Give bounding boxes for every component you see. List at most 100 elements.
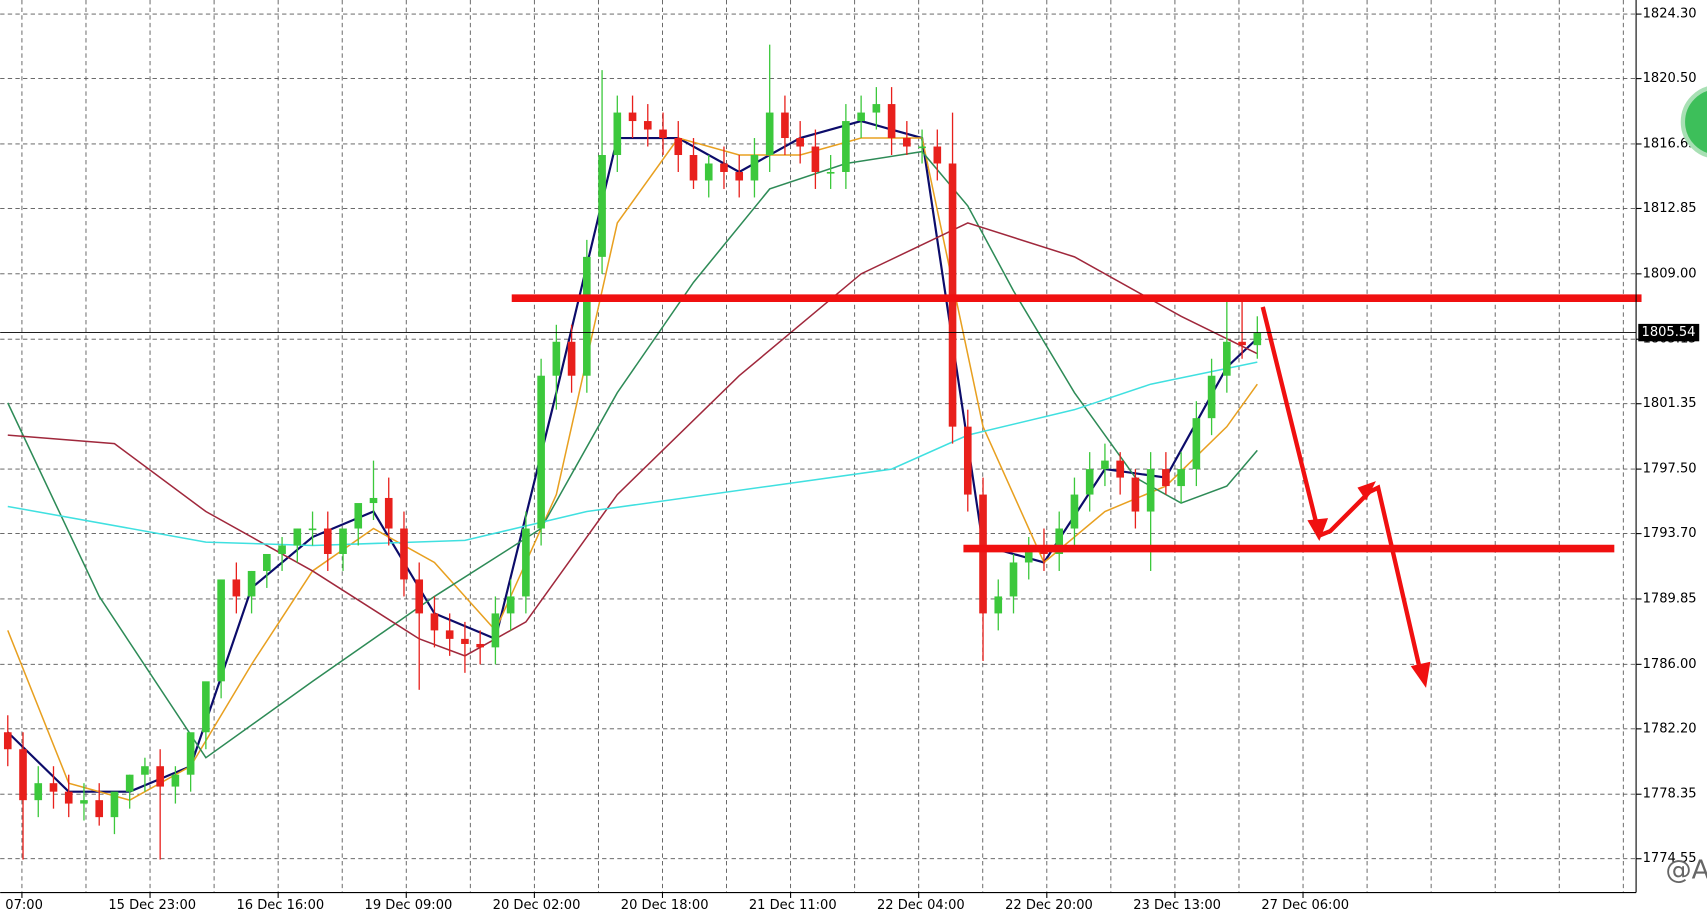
candle-body xyxy=(64,791,73,804)
candle-body xyxy=(811,146,820,172)
candle-body xyxy=(1024,545,1033,563)
candle-body xyxy=(796,138,804,147)
candle-body xyxy=(1177,469,1185,487)
candle-body xyxy=(1131,477,1140,512)
candle-body xyxy=(933,146,942,164)
candle-body xyxy=(232,579,241,597)
y-tick-label: 1786.00 xyxy=(1643,657,1697,672)
x-tick-label: 19 Dec 09:00 xyxy=(365,898,453,913)
candle-body xyxy=(598,155,606,257)
y-tick-label: 1812.85 xyxy=(1643,201,1697,216)
arrow-head xyxy=(1357,481,1376,501)
moving-average xyxy=(7,222,1258,657)
candle-body xyxy=(125,774,134,792)
candle-body xyxy=(202,681,210,733)
candle-body xyxy=(583,256,591,376)
candle-body xyxy=(34,783,43,801)
candle-body xyxy=(445,630,454,639)
candle-body xyxy=(750,155,759,181)
forecast-arrow xyxy=(1260,306,1424,678)
candle-body xyxy=(1070,494,1079,529)
last-price-box xyxy=(1638,323,1700,342)
candle-body xyxy=(1101,460,1109,470)
candle-body xyxy=(918,146,926,149)
candle-body xyxy=(49,783,58,792)
y-tick-label: 1824.30 xyxy=(1643,7,1697,22)
x-tick-label: 16 Dec 16:00 xyxy=(236,898,324,913)
candle-body xyxy=(963,426,972,495)
candle-body xyxy=(1207,375,1216,419)
candle-body xyxy=(430,613,439,631)
candle-body xyxy=(80,800,88,804)
candle-body xyxy=(567,341,576,376)
x-tick-label: 22 Dec 04:00 xyxy=(877,898,965,913)
x-tick-label: 20 Dec 18:00 xyxy=(621,898,709,913)
candle-body xyxy=(522,528,530,597)
candle-body xyxy=(765,112,774,156)
candle-body xyxy=(293,528,302,546)
y-tick-label: 1816.65 xyxy=(1643,136,1697,151)
candle-body xyxy=(1085,469,1094,495)
candle-body xyxy=(689,155,698,181)
x-tick-label: 21 Dec 11:00 xyxy=(749,898,837,913)
candle-body xyxy=(247,570,256,597)
candle-body xyxy=(537,375,545,529)
badge xyxy=(1680,86,1707,158)
candle-body xyxy=(491,613,500,648)
y-tick-label: 1782.20 xyxy=(1643,721,1697,736)
grid xyxy=(0,0,1637,893)
candle-body xyxy=(461,638,469,644)
candle-body xyxy=(903,138,911,147)
candle-body xyxy=(1223,341,1231,376)
candle-body xyxy=(994,596,1003,614)
y-tick-label: 1809.00 xyxy=(1643,266,1697,281)
candle-body xyxy=(979,494,987,614)
candle-body xyxy=(1146,469,1155,512)
y-tick-label: 1789.85 xyxy=(1643,591,1697,606)
candle-body xyxy=(628,112,637,122)
candle-body xyxy=(3,732,12,750)
candle-body xyxy=(842,121,850,172)
y-tick-label: 1793.70 xyxy=(1643,526,1697,541)
axis: 1824.30 1820.50 1816.65 1812.85 1809.00 1805.… xyxy=(0,7,1700,913)
candle-body xyxy=(704,163,713,181)
candle-body xyxy=(506,596,515,614)
candle-body xyxy=(857,112,865,122)
candle-body xyxy=(400,528,408,580)
candle-body xyxy=(1253,332,1262,346)
x-tick-label: 23 Dec 13:00 xyxy=(1133,898,1221,913)
arrow-head xyxy=(1307,518,1329,541)
candle-body xyxy=(217,579,225,682)
x-tick-label: 27 Dec 06:00 xyxy=(1261,898,1349,913)
candle-body xyxy=(171,774,180,787)
x-tick-label: 22 Dec 20:00 xyxy=(1005,898,1093,913)
candle-body xyxy=(1162,469,1170,487)
last-price-label: 1805.54 xyxy=(1642,325,1696,340)
y-tick-label: 1797.50 xyxy=(1643,462,1697,477)
candle-body xyxy=(1055,528,1064,554)
candle-body xyxy=(674,138,683,156)
candle-body xyxy=(141,766,149,775)
candle-body xyxy=(19,749,27,801)
x-tick-label: 20 Dec 02:00 xyxy=(493,898,581,913)
candle-body xyxy=(308,528,317,531)
candle-body xyxy=(263,553,271,571)
candle-body xyxy=(1192,418,1201,470)
candle-body xyxy=(826,171,835,174)
candle-body xyxy=(781,112,789,139)
candle-body xyxy=(552,341,561,376)
candle-body xyxy=(613,112,622,156)
watermark: @Ann xyxy=(1665,855,1707,885)
candle-body xyxy=(643,121,652,130)
candle-body xyxy=(384,497,393,529)
candle-body xyxy=(156,766,164,787)
candle-body xyxy=(1238,341,1246,346)
candle-body xyxy=(339,528,347,554)
candle-body xyxy=(887,104,896,139)
candle-body xyxy=(369,497,378,504)
arrow-head xyxy=(1410,661,1431,688)
candle-body xyxy=(1116,460,1124,478)
candle-body xyxy=(110,791,119,818)
